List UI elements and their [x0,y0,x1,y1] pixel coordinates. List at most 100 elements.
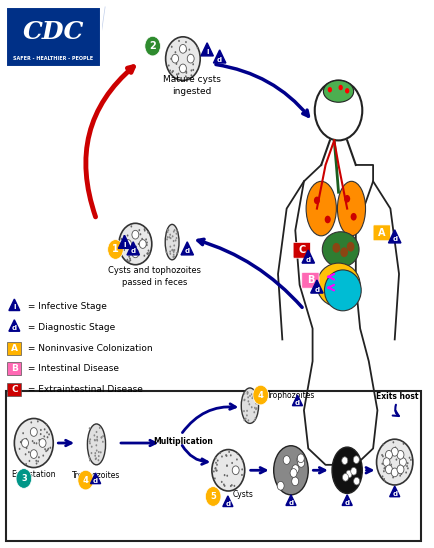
Polygon shape [341,495,352,505]
Circle shape [169,253,171,255]
Circle shape [123,249,125,251]
Circle shape [232,466,239,475]
Circle shape [168,236,170,238]
Circle shape [171,71,173,73]
Circle shape [126,259,128,261]
Circle shape [215,470,217,472]
Circle shape [46,449,48,451]
Circle shape [252,395,253,397]
Circle shape [385,450,391,459]
Circle shape [118,223,151,265]
Circle shape [89,438,91,441]
Circle shape [43,442,45,444]
Circle shape [46,436,48,438]
Circle shape [141,238,143,240]
Circle shape [126,235,128,237]
Circle shape [165,251,167,253]
Text: d: d [391,236,396,242]
Circle shape [172,240,174,242]
Circle shape [397,467,398,469]
Text: d: d [305,256,310,262]
Circle shape [381,475,382,477]
Circle shape [129,243,131,245]
Polygon shape [213,50,225,63]
Circle shape [243,419,245,421]
Text: Cysts and tophozoites
passed in feces: Cysts and tophozoites passed in feces [108,266,201,287]
Circle shape [148,253,150,255]
Circle shape [46,431,48,433]
Circle shape [350,213,356,220]
Circle shape [246,391,248,393]
Circle shape [96,439,98,442]
Circle shape [121,251,123,253]
Circle shape [190,75,192,77]
Circle shape [223,474,225,476]
Circle shape [20,441,22,443]
Circle shape [252,396,253,398]
Circle shape [91,446,92,448]
Circle shape [129,259,131,261]
Circle shape [289,469,296,477]
Circle shape [78,470,93,490]
Circle shape [214,457,216,459]
Circle shape [228,451,230,453]
Circle shape [226,475,227,477]
Circle shape [217,459,218,461]
Circle shape [96,438,98,441]
Circle shape [89,442,91,444]
Circle shape [40,433,42,435]
Circle shape [30,421,32,424]
Circle shape [393,471,395,473]
Circle shape [139,233,141,235]
Circle shape [38,456,39,458]
Circle shape [42,454,44,456]
Circle shape [171,235,173,237]
Circle shape [235,467,237,469]
Circle shape [246,410,247,412]
Circle shape [296,455,303,464]
Circle shape [172,254,174,256]
Text: d: d [130,248,135,254]
Circle shape [188,49,190,51]
Circle shape [176,57,178,59]
Text: A: A [11,344,18,353]
Circle shape [291,465,298,473]
Circle shape [98,455,99,457]
Circle shape [143,255,145,257]
Circle shape [391,476,393,478]
Circle shape [243,410,244,412]
Circle shape [332,243,339,253]
Circle shape [276,481,283,490]
Circle shape [185,41,187,43]
Circle shape [400,473,401,475]
Circle shape [405,465,407,467]
Text: 3: 3 [21,474,26,483]
Circle shape [142,241,144,243]
Circle shape [173,229,175,231]
Text: 4: 4 [257,391,263,399]
Text: Excystation: Excystation [12,470,56,480]
Circle shape [397,472,399,474]
Circle shape [126,246,128,248]
Circle shape [214,467,216,470]
Circle shape [381,443,383,446]
Circle shape [251,397,253,399]
Text: d: d [288,500,293,506]
Circle shape [179,64,186,73]
Circle shape [30,427,37,436]
Text: d: d [225,501,230,507]
Circle shape [48,433,50,436]
Polygon shape [301,250,314,263]
Circle shape [21,439,23,442]
Circle shape [179,44,186,53]
Circle shape [220,455,222,458]
Ellipse shape [241,388,258,424]
Circle shape [132,230,138,239]
Circle shape [172,256,174,258]
FancyBboxPatch shape [301,272,318,288]
Text: d: d [314,287,319,293]
Text: 1: 1 [112,244,118,254]
Circle shape [30,450,37,459]
Circle shape [93,435,95,437]
Circle shape [185,72,187,74]
